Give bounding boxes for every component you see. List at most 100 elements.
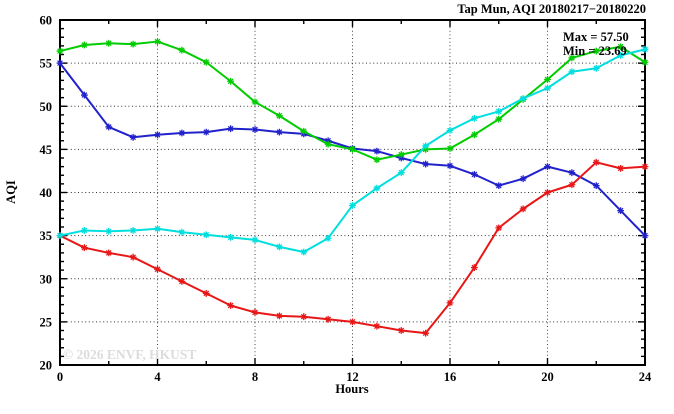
marker-cyan: [154, 225, 161, 233]
marker-green: [202, 58, 210, 66]
marker-cyan: [495, 108, 503, 115]
marker-red: [641, 163, 649, 171]
marker-cyan: [519, 95, 527, 102]
tick-labels: 20 25 30 35 40 45 50 55 60 0 4 8 12 16 20 24: [40, 14, 653, 385]
marker-cyan: [544, 84, 551, 92]
tick-label: 12: [346, 370, 359, 384]
tick-label: 40: [40, 186, 53, 200]
marker-red: [275, 312, 283, 320]
marker-blue: [275, 128, 283, 136]
marker-blue: [446, 162, 454, 170]
marker-blue: [641, 232, 649, 240]
marker-cyan: [470, 114, 478, 122]
marker-cyan: [300, 248, 308, 256]
tick-label: 24: [639, 370, 652, 384]
marker-blue: [227, 125, 235, 133]
marker-cyan: [56, 232, 64, 240]
marker-green: [129, 40, 137, 48]
data-series: [56, 38, 649, 337]
marker-blue: [202, 128, 210, 136]
marker-green: [397, 151, 405, 158]
marker-red: [227, 302, 235, 309]
marker-red: [129, 253, 137, 261]
marker-cyan: [178, 228, 186, 236]
marker-cyan: [202, 231, 210, 239]
marker-blue: [544, 163, 551, 171]
marker-green: [251, 98, 259, 106]
marker-blue: [373, 147, 381, 155]
marker-green: [592, 47, 600, 55]
marker-blue: [105, 123, 113, 131]
marker-blue: [470, 170, 478, 178]
tick-label: 20: [40, 359, 53, 373]
marker-cyan: [80, 227, 88, 234]
marker-cyan: [324, 234, 332, 242]
marker-red: [592, 158, 600, 166]
marker-red: [105, 249, 113, 257]
series-green: [56, 38, 649, 164]
tick-label: 45: [40, 143, 53, 157]
marker-green: [56, 47, 64, 55]
marker-red: [178, 277, 186, 285]
marker-cyan: [446, 127, 454, 134]
marker-cyan: [349, 202, 356, 209]
marker-cyan: [129, 227, 137, 234]
marker-green: [373, 156, 381, 164]
marker-cyan: [641, 45, 649, 53]
marker-red: [470, 264, 478, 271]
marker-blue: [178, 129, 186, 137]
marker-cyan: [617, 51, 625, 59]
marker-green: [422, 145, 430, 153]
marker-red: [397, 327, 405, 334]
marker-cyan: [251, 236, 259, 244]
marker-green: [568, 54, 576, 62]
marker-blue: [592, 182, 600, 189]
tick-label: 4: [154, 370, 161, 384]
marker-green: [349, 145, 356, 153]
chart-title: Tap Mun, AQI 20180217−20180220: [457, 2, 646, 16]
marker-red: [251, 308, 259, 316]
marker-green: [495, 115, 503, 123]
marker-blue: [519, 175, 527, 183]
marker-cyan: [105, 227, 113, 235]
marker-blue: [568, 169, 576, 177]
y-axis-label: AQI: [4, 180, 18, 204]
marker-green: [275, 112, 283, 120]
tick-label: 60: [40, 14, 53, 28]
marker-green: [617, 43, 625, 51]
marker-green: [446, 145, 454, 152]
tick-label: 50: [40, 100, 53, 114]
min-annotation: Min = 23.69: [563, 44, 627, 58]
marker-blue: [154, 131, 161, 139]
marker-green: [105, 39, 113, 47]
marker-blue: [80, 91, 88, 99]
marker-red: [202, 290, 210, 297]
marker-green: [227, 77, 235, 85]
marker-blue: [56, 59, 64, 67]
marker-blue: [397, 154, 405, 162]
marker-blue: [495, 182, 503, 189]
marker-green: [641, 58, 649, 66]
marker-cyan: [373, 184, 381, 192]
marker-red: [373, 322, 381, 330]
marker-green: [544, 76, 551, 83]
axes-and-ticks: [59, 19, 646, 366]
marker-cyan: [592, 64, 600, 72]
x-axis-label: Hours: [335, 382, 368, 396]
tick-label: 16: [444, 370, 457, 384]
marker-red: [446, 299, 454, 307]
marker-green: [178, 46, 186, 54]
marker-red: [324, 315, 332, 323]
marker-red: [519, 205, 527, 213]
marker-cyan: [227, 233, 235, 241]
marker-red: [80, 244, 88, 252]
marker-red: [617, 164, 625, 172]
watermark: © 2026 ENVF, HKUST: [63, 347, 196, 362]
marker-cyan: [397, 169, 405, 177]
marker-green: [154, 38, 161, 45]
marker-blue: [617, 207, 625, 215]
marker-cyan: [568, 68, 576, 76]
marker-cyan: [422, 142, 430, 150]
series-cyan: [56, 45, 649, 256]
tick-label: 8: [252, 370, 258, 384]
